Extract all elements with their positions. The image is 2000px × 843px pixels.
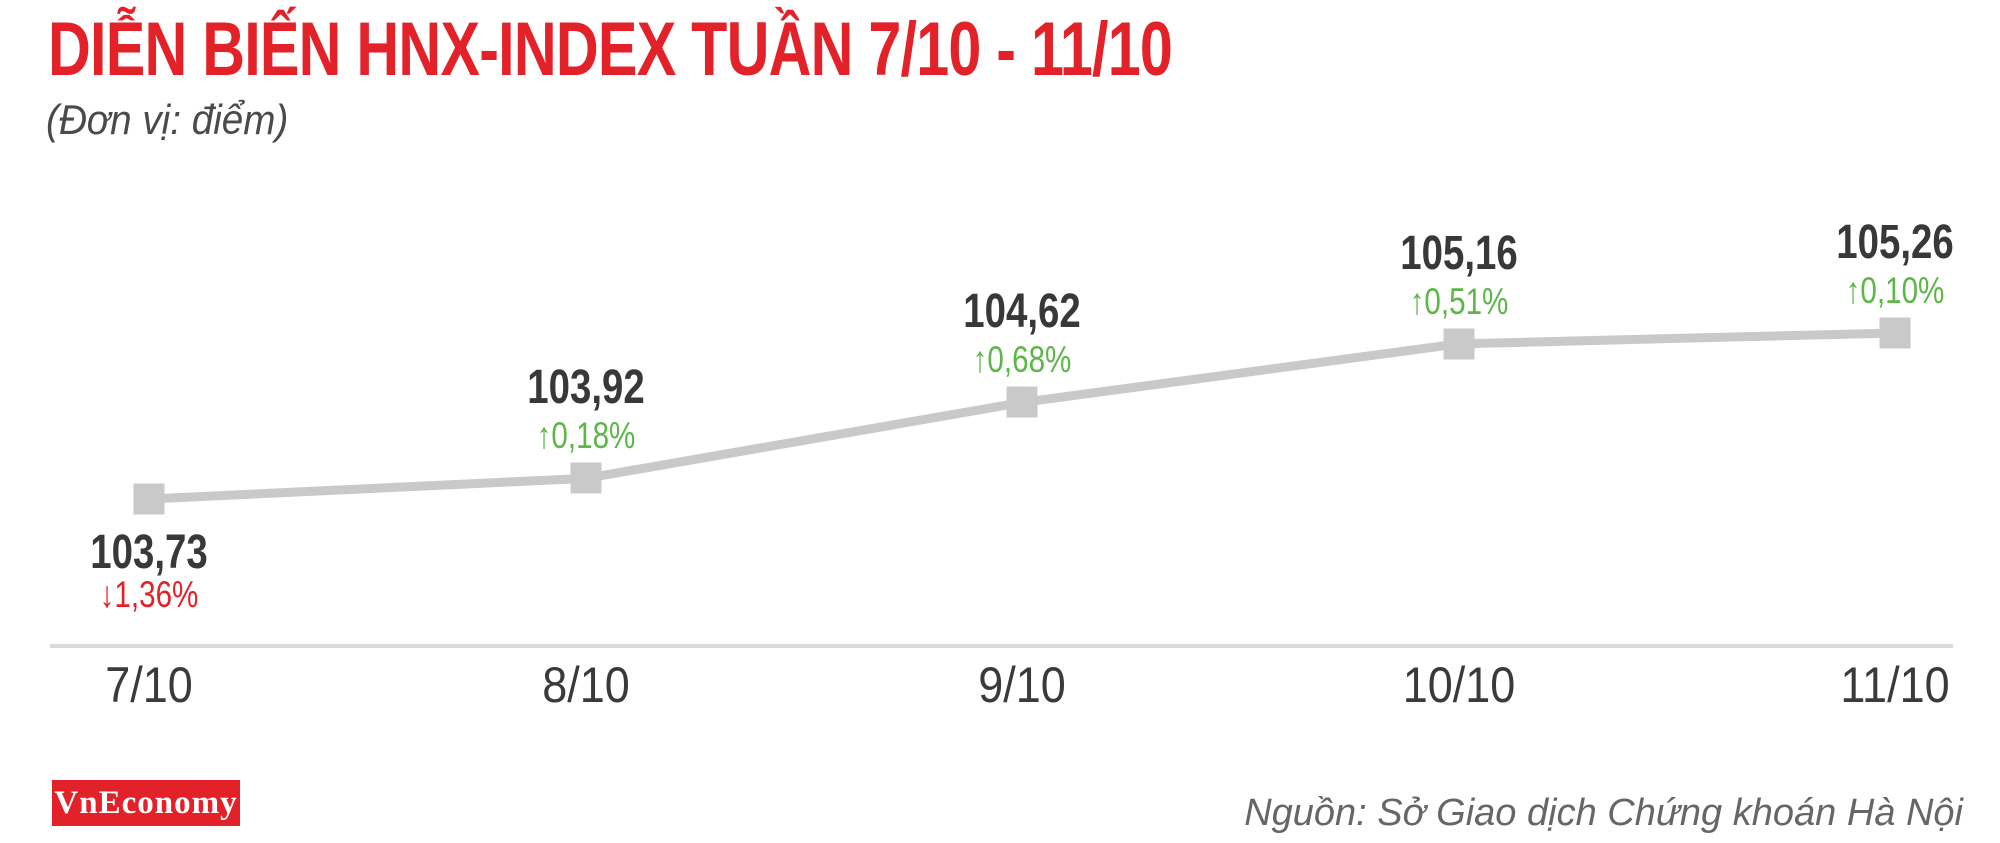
data-point-change-label: ↓1,36% [99, 574, 199, 615]
x-axis-tick-label: 7/10 [105, 657, 193, 713]
data-point-marker [1879, 317, 1911, 349]
data-point-value-label: 105,16 [1399, 226, 1518, 280]
data-point-value-label: 103,92 [526, 361, 645, 415]
x-axis-tick-label: 10/10 [1402, 657, 1515, 713]
data-point-marker [133, 483, 165, 515]
vneconomy-logo: VnEconomy [52, 780, 240, 826]
chart-unit-label: (Đơn vị: điểm) [46, 96, 289, 143]
data-point-change-label: ↑0,10% [1845, 269, 1945, 311]
x-axis-tick-label: 9/10 [978, 657, 1066, 713]
chart-title: DIỄN BIẾN HNX-INDEX TUẦN 7/10 - 11/10 [48, 7, 1173, 92]
data-point-marker [1006, 386, 1038, 418]
source-attribution: Nguồn: Sở Giao dịch Chứng khoán Hà Nội [1244, 792, 1963, 834]
vneconomy-logo-text: VnEconomy [54, 784, 238, 821]
data-point-value-label: 103,73 [90, 526, 208, 579]
data-point-marker [1443, 328, 1474, 360]
x-axis-tick-label: 11/10 [1840, 657, 1950, 713]
x-axis-tick-label: 8/10 [541, 657, 630, 713]
data-point-change-label: ↑0,18% [536, 415, 635, 457]
x-axis-line [50, 644, 1953, 648]
data-point-change-label: ↑0,51% [1409, 280, 1508, 322]
data-point-value-label: 105,26 [1836, 215, 1954, 269]
data-point-change-label: ↑0,68% [972, 339, 1072, 381]
data-point-marker [570, 462, 601, 494]
data-point-value-label: 104,62 [963, 285, 1081, 339]
